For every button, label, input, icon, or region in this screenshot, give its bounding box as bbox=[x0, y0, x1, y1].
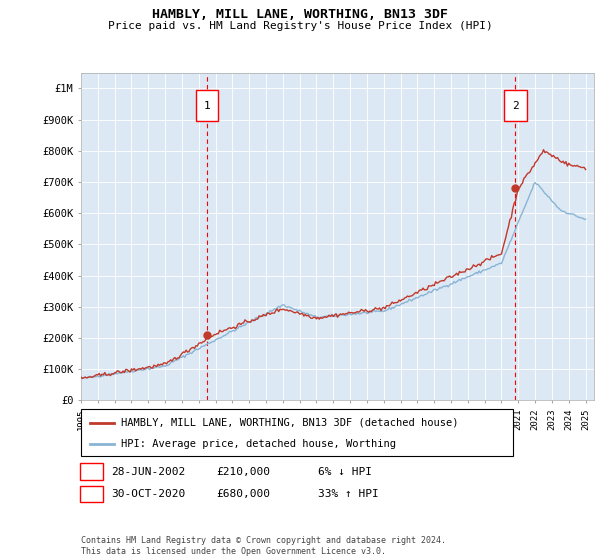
Text: 2: 2 bbox=[88, 489, 95, 499]
Text: £210,000: £210,000 bbox=[216, 466, 270, 477]
Text: HPI: Average price, detached house, Worthing: HPI: Average price, detached house, Wort… bbox=[121, 439, 396, 449]
Text: Price paid vs. HM Land Registry's House Price Index (HPI): Price paid vs. HM Land Registry's House … bbox=[107, 21, 493, 31]
Text: 6% ↓ HPI: 6% ↓ HPI bbox=[318, 466, 372, 477]
Text: 1: 1 bbox=[88, 466, 95, 477]
Text: 28-JUN-2002: 28-JUN-2002 bbox=[111, 466, 185, 477]
Text: HAMBLY, MILL LANE, WORTHING, BN13 3DF (detached house): HAMBLY, MILL LANE, WORTHING, BN13 3DF (d… bbox=[121, 418, 459, 428]
Text: £680,000: £680,000 bbox=[216, 489, 270, 499]
Text: HAMBLY, MILL LANE, WORTHING, BN13 3DF: HAMBLY, MILL LANE, WORTHING, BN13 3DF bbox=[152, 8, 448, 21]
Text: 1: 1 bbox=[203, 101, 211, 110]
Text: Contains HM Land Registry data © Crown copyright and database right 2024.
This d: Contains HM Land Registry data © Crown c… bbox=[81, 536, 446, 556]
Text: 30-OCT-2020: 30-OCT-2020 bbox=[111, 489, 185, 499]
Text: 33% ↑ HPI: 33% ↑ HPI bbox=[318, 489, 379, 499]
Text: 2: 2 bbox=[512, 101, 519, 110]
